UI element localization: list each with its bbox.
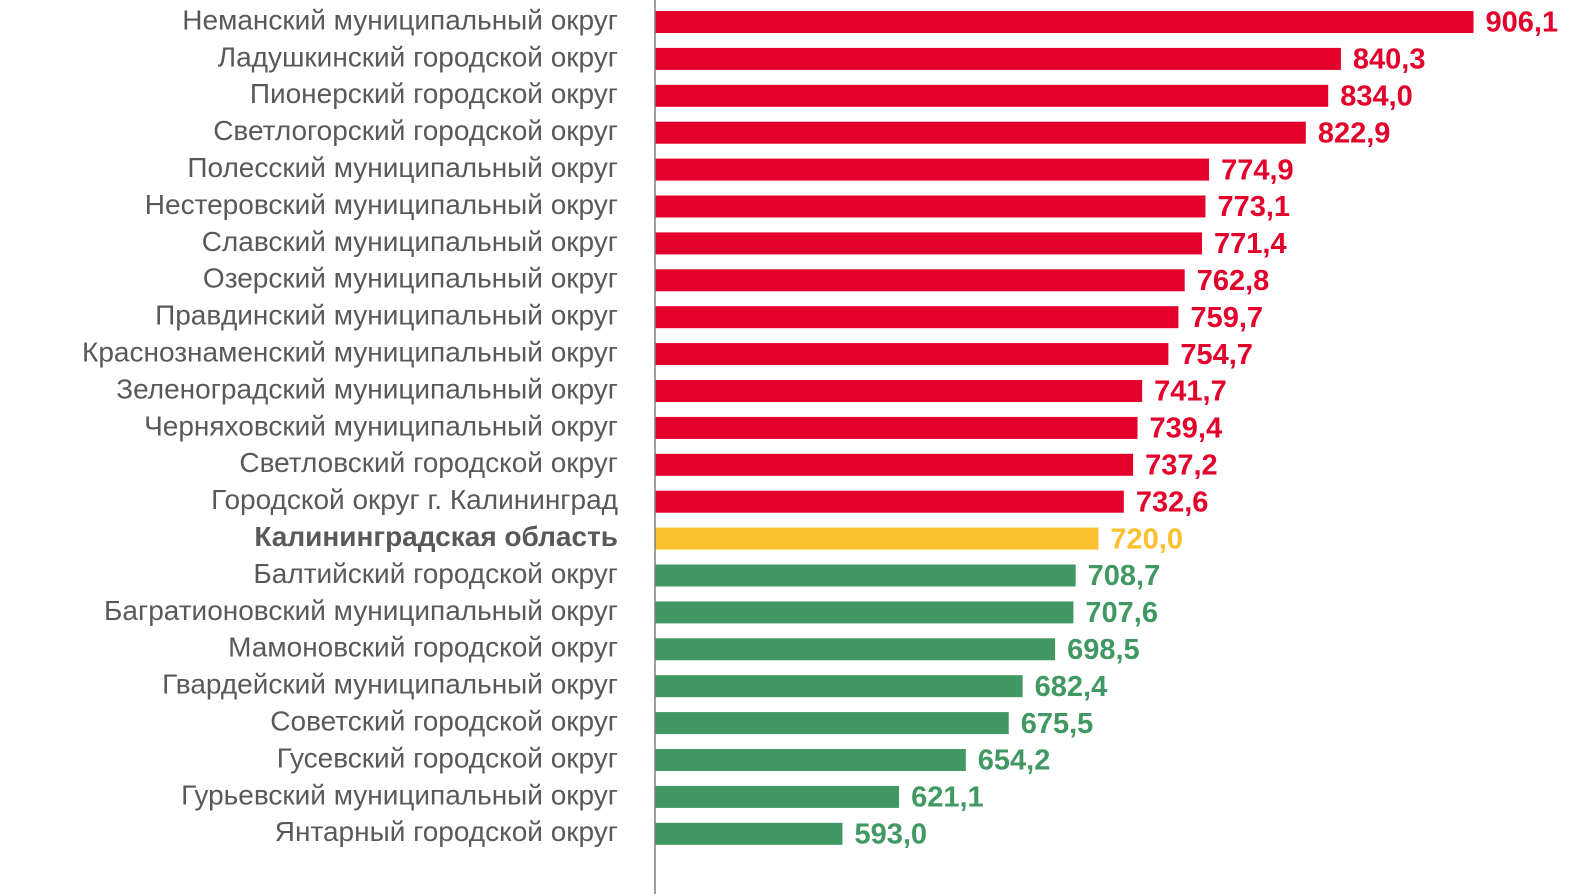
value-label: 741,7 — [1154, 376, 1227, 408]
category-label: Ладушкинский городской округ — [218, 41, 618, 72]
category-label: Гвардейский муниципальный округ — [162, 669, 618, 700]
category-label: Гурьевский муниципальный округ — [181, 779, 618, 810]
bar — [655, 638, 1056, 661]
category-label: Мамоновский городской округ — [228, 632, 618, 663]
bar — [655, 564, 1076, 587]
category-label: Зеленоградский муниципальный округ — [116, 373, 618, 404]
category-label: Озерский муниципальный округ — [203, 263, 618, 294]
bar — [655, 675, 1023, 698]
value-label: 822,9 — [1318, 117, 1391, 149]
bar — [655, 343, 1169, 366]
category-label: Советский городской округ — [270, 705, 618, 736]
value-label: 675,5 — [1021, 708, 1094, 740]
value-label: 737,2 — [1145, 449, 1218, 481]
bar — [655, 121, 1306, 144]
bar — [655, 47, 1341, 70]
category-label: Правдинский муниципальный округ — [155, 300, 618, 331]
category-label: Нестеровский муниципальный округ — [145, 189, 618, 220]
category-label: Славский муниципальный округ — [202, 226, 618, 257]
value-label: 593,0 — [854, 818, 927, 850]
category-label: Янтарный городской округ — [275, 816, 618, 847]
bar — [655, 785, 900, 808]
value-label: 739,4 — [1150, 413, 1223, 445]
category-label: Пионерский городской округ — [250, 78, 618, 109]
value-label: 771,4 — [1214, 228, 1287, 260]
bar — [655, 380, 1143, 402]
category-label: Неманский муниципальный округ — [182, 4, 618, 35]
value-label: 707,6 — [1085, 597, 1158, 629]
bar — [655, 416, 1138, 439]
category-label: Светлогорский городской округ — [213, 115, 618, 146]
value-label: 708,7 — [1088, 560, 1161, 592]
value-label: 759,7 — [1190, 302, 1263, 334]
category-label: Багратионовский муниципальный округ — [104, 595, 618, 626]
value-label: 906,1 — [1486, 7, 1559, 39]
category-label: Калининградская область — [254, 521, 618, 552]
bar — [655, 306, 1179, 329]
bar — [655, 158, 1210, 181]
bar — [655, 453, 1134, 476]
bar — [655, 195, 1206, 218]
category-label: Балтийский городской округ — [253, 558, 618, 589]
value-label: 774,9 — [1221, 154, 1294, 186]
value-label: 732,6 — [1136, 486, 1209, 518]
bar — [655, 822, 843, 845]
category-label: Полесский муниципальный округ — [187, 152, 618, 183]
bar — [655, 11, 1474, 33]
bar — [655, 712, 1009, 735]
value-label: 840,3 — [1353, 44, 1426, 76]
bar — [655, 490, 1124, 513]
category-label: Городской округ г. Калининград — [211, 484, 618, 515]
value-label: 698,5 — [1067, 634, 1140, 666]
category-label: Краснознаменский муниципальный округ — [82, 336, 618, 367]
value-label: 762,8 — [1197, 265, 1270, 297]
value-label: 754,7 — [1180, 339, 1253, 371]
category-label: Светловский городской округ — [239, 447, 618, 478]
value-label: 834,0 — [1340, 80, 1413, 112]
bar — [655, 601, 1074, 624]
value-label: 773,1 — [1217, 191, 1290, 223]
value-label: 654,2 — [978, 745, 1051, 777]
bar — [655, 749, 966, 771]
bar — [655, 269, 1185, 292]
category-label: Черняховский муниципальный округ — [144, 410, 618, 441]
bar — [655, 84, 1329, 107]
value-label: 621,1 — [911, 782, 984, 814]
bar — [655, 527, 1099, 550]
bar — [655, 232, 1203, 255]
category-label: Гусевский городской округ — [277, 742, 618, 773]
value-label: 682,4 — [1035, 671, 1108, 703]
value-label: 720,0 — [1110, 523, 1183, 555]
